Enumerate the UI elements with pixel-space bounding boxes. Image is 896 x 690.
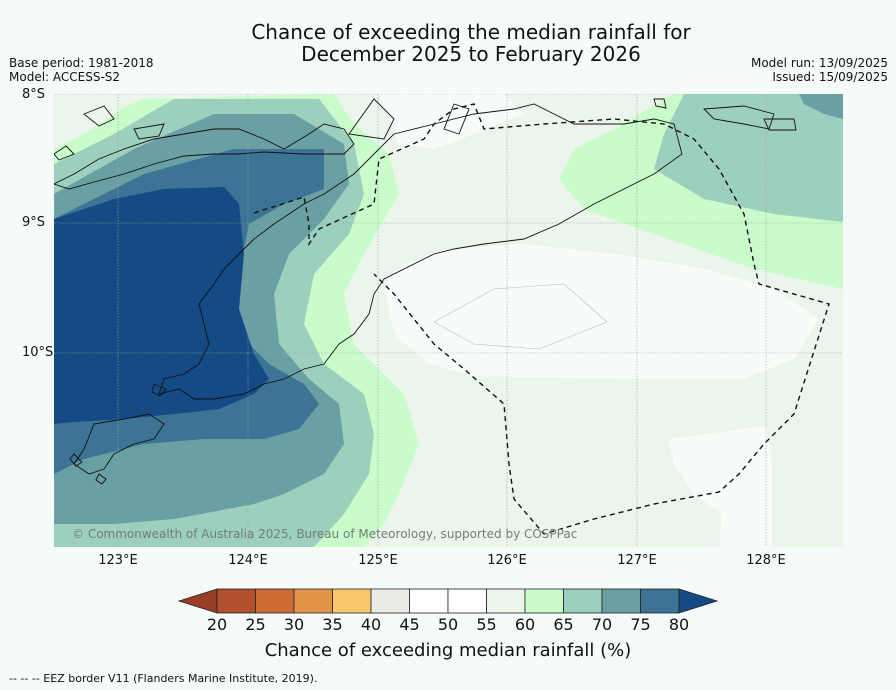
colorbar-segment bbox=[447, 588, 487, 614]
colorbar-label: Chance of exceeding median rainfall (%) bbox=[264, 640, 632, 661]
colorbar-segment bbox=[563, 588, 603, 614]
copyright-notice: © Commonwealth of Australia 2025, Bureau… bbox=[72, 527, 578, 541]
contour-55-west-edge bbox=[54, 94, 144, 149]
colorbar-high-arrow bbox=[678, 588, 719, 614]
rainfall-probability-map bbox=[54, 94, 843, 547]
colorbar-segment bbox=[486, 588, 526, 614]
lon-label-128e: 128°E bbox=[746, 553, 786, 568]
colorbar-segment bbox=[601, 588, 641, 614]
colorbar-tick-label: 65 bbox=[553, 615, 574, 634]
lon-label-124e: 124°E bbox=[228, 553, 268, 568]
eez-legend-footer: -- -- -- EEZ border V11 (Flanders Marine… bbox=[9, 672, 318, 685]
issued-label: Issued: 15/09/2025 bbox=[772, 70, 888, 84]
lat-label-8s: 8°S bbox=[22, 87, 46, 102]
model-run-label: Model run: 13/09/2025 bbox=[750, 56, 888, 70]
colorbar-segment bbox=[255, 588, 295, 614]
colorbar-segment bbox=[524, 588, 564, 614]
colorbar-tick-label: 30 bbox=[283, 615, 305, 634]
lat-label-10s: 10°S bbox=[22, 345, 54, 360]
colorbar-segment bbox=[332, 588, 372, 614]
graticule bbox=[54, 94, 843, 547]
contour-65-northeast bbox=[654, 94, 843, 222]
lon-label-125e: 125°E bbox=[358, 553, 398, 568]
lon-label-123e: 123°E bbox=[98, 553, 138, 568]
colorbar-tick-label: 40 bbox=[360, 615, 382, 634]
base-period-label: Base period: 1981-2018 bbox=[9, 56, 154, 70]
colorbar-tick-label: 20 bbox=[206, 615, 228, 634]
colorbar-segment bbox=[409, 588, 449, 614]
contour-80-west bbox=[54, 187, 269, 424]
lon-label-126e: 126°E bbox=[487, 553, 527, 568]
colorbar-tick-label: 25 bbox=[245, 615, 266, 634]
colorbar-tick-label: 45 bbox=[399, 615, 420, 634]
colorbar-segment bbox=[216, 588, 256, 614]
map-title-line1: Chance of exceeding the median rainfall … bbox=[251, 20, 691, 44]
colorbar-tick-label: 50 bbox=[437, 615, 459, 634]
eez-border-line bbox=[253, 103, 830, 535]
coastline bbox=[54, 98, 797, 485]
lat-label-9s: 9°S bbox=[22, 215, 46, 230]
contour-50-north bbox=[379, 94, 524, 149]
model-label: Model: ACCESS-S2 bbox=[9, 70, 121, 84]
contour-50-inner bbox=[433, 283, 608, 350]
colorbar-segment bbox=[293, 588, 333, 614]
colorbar-tick-label: 75 bbox=[630, 615, 651, 634]
map-title-line2: December 2025 to February 2026 bbox=[301, 42, 641, 66]
lon-label-127e: 127°E bbox=[617, 553, 657, 568]
colorbar-tick-label: 60 bbox=[514, 615, 536, 634]
colorbar-tick-label: 35 bbox=[322, 615, 343, 634]
contour-50-south bbox=[669, 426, 772, 547]
colorbar-tick-label: 80 bbox=[668, 615, 690, 634]
colorbar-tick-label: 55 bbox=[476, 615, 497, 634]
colorbar bbox=[177, 588, 719, 614]
colorbar-tick-label: 70 bbox=[591, 615, 613, 634]
colorbar-segment bbox=[640, 588, 680, 614]
contour-70-northeast bbox=[799, 94, 843, 119]
colorbar-segment bbox=[370, 588, 410, 614]
colorbar-segments bbox=[216, 588, 680, 614]
colorbar-low-arrow bbox=[177, 588, 218, 614]
